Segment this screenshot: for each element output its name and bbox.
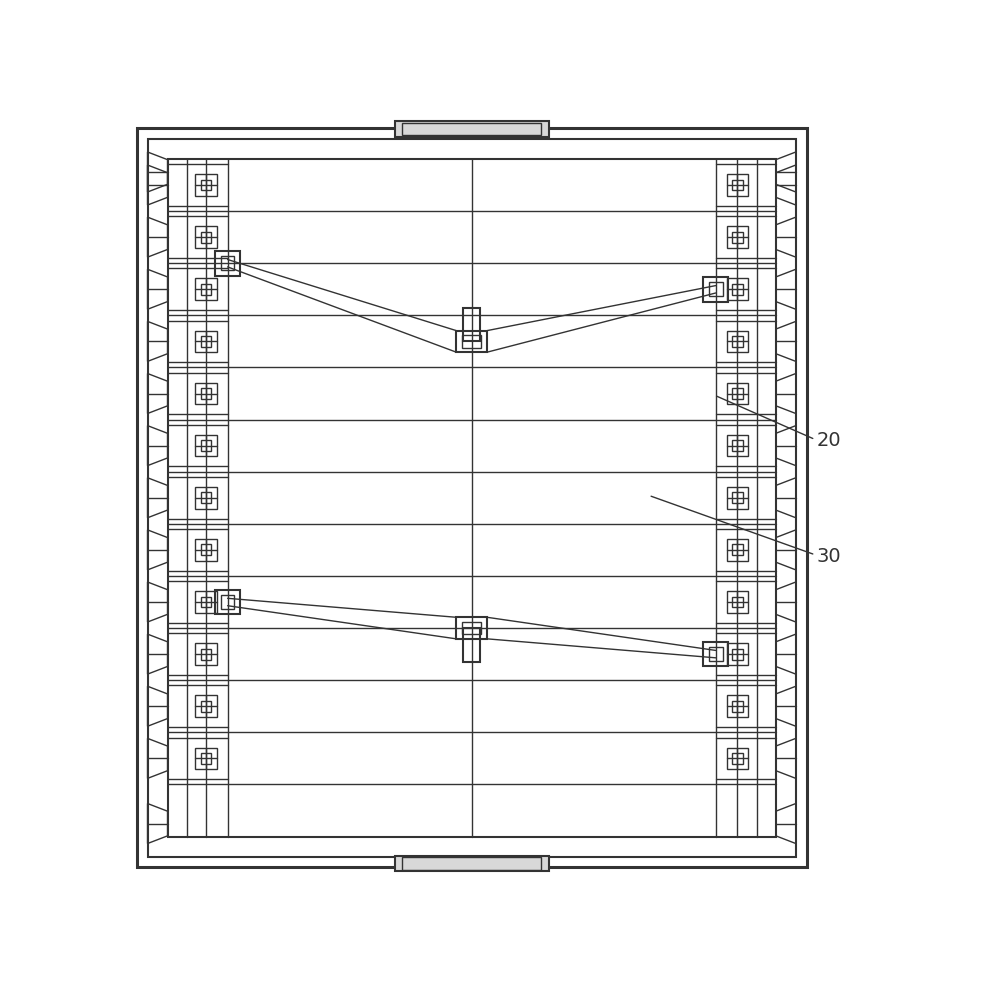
Text: 20: 20 xyxy=(817,431,841,450)
Bar xyxy=(148,139,796,856)
Bar xyxy=(395,856,549,871)
Bar xyxy=(195,539,217,561)
Bar xyxy=(732,283,743,294)
Bar xyxy=(168,159,776,836)
Bar xyxy=(463,307,480,341)
Bar xyxy=(732,649,743,660)
Bar xyxy=(732,597,743,607)
Bar xyxy=(727,331,748,352)
Bar xyxy=(732,440,743,451)
Bar xyxy=(201,336,211,347)
Bar xyxy=(221,257,234,270)
Bar xyxy=(195,278,217,300)
Bar xyxy=(727,539,748,561)
Bar xyxy=(709,282,723,296)
Bar xyxy=(201,544,211,555)
Bar xyxy=(727,592,748,612)
Bar xyxy=(395,121,549,137)
Bar xyxy=(732,701,743,712)
Bar xyxy=(402,123,541,135)
Bar xyxy=(703,642,728,667)
Bar xyxy=(727,696,748,717)
Bar xyxy=(137,128,807,867)
Bar xyxy=(727,643,748,665)
Bar xyxy=(462,335,481,348)
Bar xyxy=(456,331,487,352)
Bar xyxy=(195,435,217,457)
Bar xyxy=(727,383,748,404)
Bar xyxy=(195,592,217,612)
Bar xyxy=(195,487,217,508)
Bar xyxy=(709,647,723,661)
Bar xyxy=(201,179,211,190)
Bar xyxy=(201,493,211,503)
Bar xyxy=(732,493,743,503)
Bar xyxy=(215,590,240,614)
Bar xyxy=(462,622,481,634)
Bar xyxy=(201,232,211,243)
Bar xyxy=(732,388,743,399)
Bar xyxy=(221,596,234,608)
Text: 30: 30 xyxy=(817,547,841,566)
Bar xyxy=(195,383,217,404)
Bar xyxy=(727,435,748,457)
Bar xyxy=(201,649,211,660)
Bar xyxy=(727,278,748,300)
Bar xyxy=(195,331,217,352)
Bar xyxy=(402,857,541,870)
Bar xyxy=(195,696,217,717)
Bar xyxy=(201,701,211,712)
Bar xyxy=(195,226,217,248)
Bar xyxy=(732,336,743,347)
Bar xyxy=(201,753,211,764)
Bar xyxy=(215,251,240,275)
Bar xyxy=(201,283,211,294)
Bar xyxy=(201,597,211,607)
Bar xyxy=(195,747,217,769)
Bar xyxy=(727,747,748,769)
Bar xyxy=(201,388,211,399)
Bar xyxy=(727,226,748,248)
Bar xyxy=(195,174,217,196)
Bar xyxy=(201,440,211,451)
Bar xyxy=(732,544,743,555)
Bar xyxy=(703,276,728,301)
Bar xyxy=(727,174,748,196)
Bar xyxy=(732,179,743,190)
Bar xyxy=(195,643,217,665)
Bar xyxy=(456,617,487,639)
Bar xyxy=(463,628,480,662)
Bar xyxy=(727,487,748,508)
Bar xyxy=(732,753,743,764)
Bar xyxy=(732,232,743,243)
